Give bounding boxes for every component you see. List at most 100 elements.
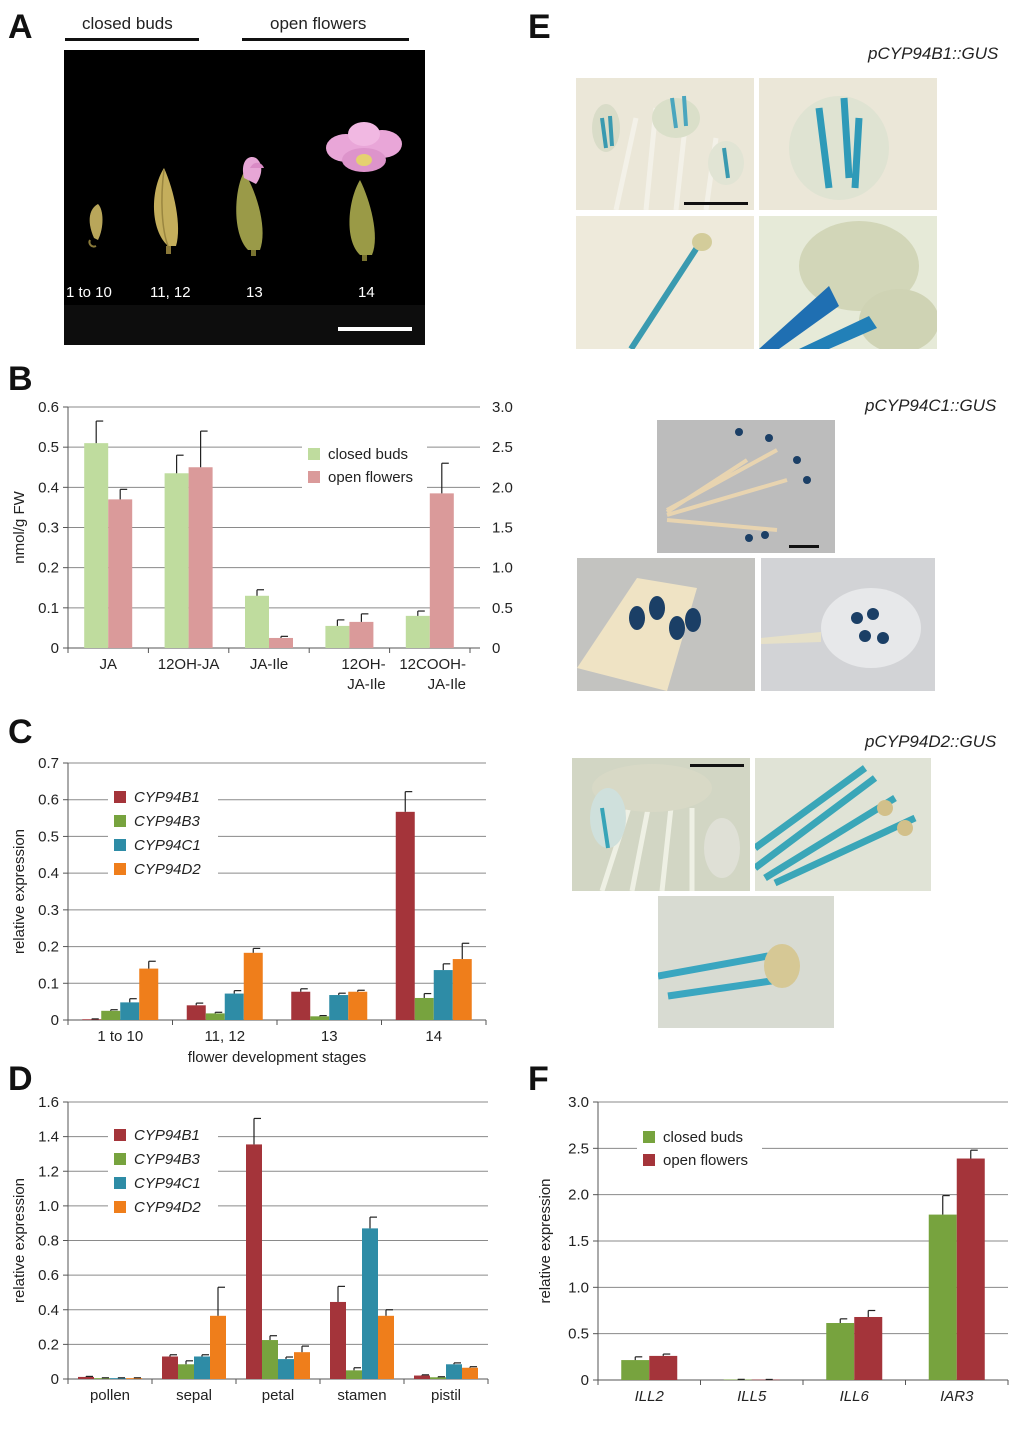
legend-background (302, 444, 427, 496)
bar-c-cyp94d2-13 (348, 991, 368, 1020)
bar-d-cyp94d2-sepal (210, 1315, 226, 1379)
bar-d-cyp94c1-sepal (194, 1356, 210, 1379)
legend-swatch-cyp94b1 (114, 1129, 126, 1141)
bar-c-cyp94b3-1-to-10 (101, 1010, 121, 1020)
y-tick-label: 0.5 (38, 439, 59, 456)
y-tick-label: 0.5 (568, 1326, 589, 1343)
bud-stage-1-10 (88, 204, 103, 248)
legend-swatch-cyp94d2 (114, 863, 126, 875)
group-label-open-flowers: open flowers (270, 14, 367, 33)
legend-background (108, 787, 218, 889)
bar-c-cyp94c1-13 (329, 995, 349, 1020)
bar-d-cyp94b3-petal (262, 1340, 278, 1379)
y-tick-label: 0.3 (38, 902, 59, 919)
bar-b-closed-buds-12cooh-ja-ile (405, 615, 430, 648)
y2-tick-label: 0 (492, 640, 500, 657)
y-tick-label: 0.5 (38, 828, 59, 845)
x-tick-label-pistil: pistil (431, 1387, 461, 1404)
y-tick-label: 1.0 (568, 1279, 589, 1296)
legend-label-cyp94d2: CYP94D2 (134, 861, 201, 878)
legend-label-closed-buds: closed buds (328, 446, 408, 463)
y-tick-label: 0.2 (38, 1336, 59, 1353)
legend-label-open-flowers: open flowers (328, 469, 413, 486)
chart-b: 0 0.1 0.2 0.3 0.4 0.5 0.6 0 0.5 1.0 1.5 2.0 2.5 3.0 nm… (11, 399, 513, 693)
bar-d-cyp94b3-sepal (178, 1364, 194, 1379)
y-tick-label: 0.2 (38, 560, 59, 577)
bar-d-cyp94b3-stamen (346, 1370, 362, 1379)
legend-label-cyp94d2: CYP94D2 (134, 1199, 201, 1216)
chart-c: 0 0.1 0.2 0.3 0.4 0.5 0.6 0.7 relative expressio… (11, 755, 487, 1066)
y-tick-label: 1.4 (38, 1129, 59, 1146)
x-tick-label-14: 14 (425, 1028, 442, 1045)
bar-c-cyp94c1-1-to-10 (120, 1002, 140, 1020)
flower-stage-13 (236, 156, 264, 256)
bar-d-cyp94c1-stamen (362, 1228, 378, 1379)
bar-d-cyp94b1-stamen (330, 1301, 346, 1379)
bar-f-closed-buds-ill6 (826, 1323, 855, 1380)
bar-c-cyp94d2-1-to-10 (139, 968, 159, 1020)
legend-label-cyp94c1: CYP94C1 (134, 1175, 201, 1192)
legend-swatch-closed-buds (308, 448, 320, 460)
legend-swatch-closed-buds (643, 1131, 655, 1143)
y-tick-label: 0.6 (38, 792, 59, 809)
bar-d-cyp94c1-petal (278, 1359, 294, 1379)
y-tick-label: 0.4 (38, 865, 59, 882)
stage-label-13: 13 (246, 284, 263, 301)
y-tick-label: 0.7 (38, 755, 59, 772)
y-tick-label: 0.8 (38, 1233, 59, 1250)
panel-letter-d: D (8, 1060, 33, 1098)
x-tick-label-petal: petal (262, 1387, 295, 1404)
x-tick-label-1-to-10: 1 to 10 (97, 1028, 143, 1045)
bar-d-cyp94b1-pistil (414, 1375, 430, 1379)
y-tick-label: 0.6 (38, 399, 59, 416)
y-tick-label: 1.6 (38, 1094, 59, 1111)
y-tick-label: 1.0 (38, 1198, 59, 1215)
x-tick-label-12cooh-ja-ile: 12COOH-JA-Ile (399, 656, 466, 693)
gus-d2-flower-photo (752, 758, 931, 891)
bar-c-cyp94b3-14 (414, 997, 434, 1020)
bar-d-cyp94b3-pollen (94, 1378, 110, 1379)
y2-tick-label: 1.0 (492, 560, 513, 577)
y-tick-label: 0.1 (38, 975, 59, 992)
gus-b1-anther-photo (759, 216, 939, 353)
legend-label-cyp94b3: CYP94B3 (134, 813, 201, 830)
flower-stages-image (64, 122, 425, 345)
stage-label-14: 14 (358, 284, 375, 301)
bar-c-cyp94b1-13 (291, 991, 311, 1020)
legend-f: closed buds open flowers (637, 1127, 762, 1179)
bar-d-cyp94d2-pistil (462, 1367, 478, 1379)
bar-c-cyp94c1-14 (433, 970, 453, 1020)
y2-tick-label: 2.5 (492, 439, 513, 456)
panel-letter-e: E (528, 8, 551, 46)
legend-swatch-cyp94c1 (114, 1177, 126, 1189)
bar-f-open-flowers-ill2 (649, 1355, 678, 1380)
bar-d-cyp94b3-pistil (430, 1377, 446, 1379)
x-axis-label: flower development stages (188, 1049, 366, 1066)
gus-label-cyp94b1: pCYP94B1::GUS (868, 44, 999, 63)
bar-b-closed-buds-ja (84, 443, 109, 648)
y-tick-label: 0 (51, 1012, 59, 1029)
bar-b-open-flowers-12cooh-ja-ile (429, 493, 454, 648)
x-tick-label-sepal: sepal (176, 1387, 212, 1404)
gus-b1-flower-photo (759, 78, 937, 210)
gus-label-cyp94c1: pCYP94C1::GUS (865, 396, 997, 415)
panel-letter-a: A (8, 8, 33, 46)
y-tick-label: 3.0 (568, 1094, 589, 1111)
bar-d-cyp94b1-sepal (162, 1356, 178, 1379)
x-tick-label-12oh-ja-ile: 12OH-JA-Ile (341, 656, 385, 693)
x-tick-label-stamen: stamen (337, 1387, 386, 1404)
legend-background (637, 1127, 762, 1179)
group-label-closed-buds: closed buds (82, 14, 173, 33)
legend-label-closed-buds: closed buds (663, 1129, 743, 1146)
panel-letter-b: B (8, 360, 33, 398)
bar-d-cyp94d2-petal (294, 1352, 310, 1379)
bar-c-cyp94b1-1-to-10 (82, 1019, 102, 1020)
gus-label-cyp94d2: pCYP94D2::GUS (865, 732, 997, 751)
x-tick-label-ill5: ILL5 (737, 1388, 767, 1405)
legend-d: CYP94B1 CYP94B3 CYP94C1 CYP94D2 (108, 1125, 218, 1227)
y-axis-label: relative expression (537, 1178, 554, 1303)
gus-b1-stamen-photo (576, 216, 754, 351)
y-tick-label: 0.4 (38, 1302, 59, 1319)
bar-c-cyp94c1-11-12 (224, 993, 244, 1020)
legend-label-cyp94c1: CYP94C1 (134, 837, 201, 854)
